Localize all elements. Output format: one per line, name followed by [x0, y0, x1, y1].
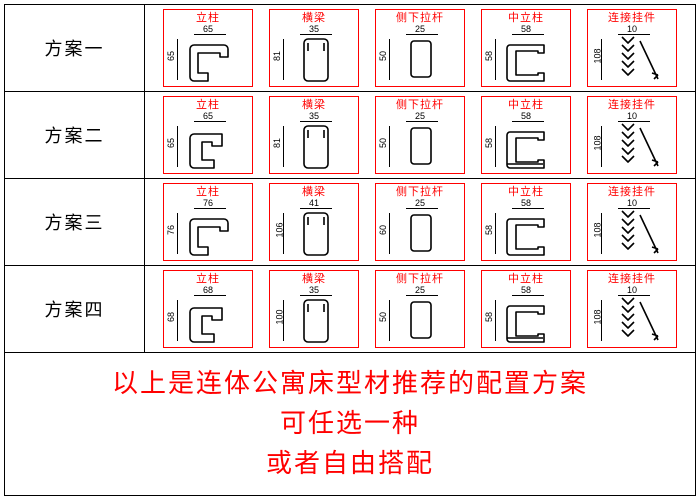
profile-body: 5858 — [482, 286, 570, 347]
profile-body: 6868 — [164, 286, 252, 347]
profile-body: 10108 — [588, 286, 676, 347]
profile-cell: 立柱6868 — [163, 270, 253, 348]
profile-icon — [482, 27, 572, 89]
profile-icon — [376, 27, 466, 89]
plan-label: 方案三 — [5, 179, 145, 265]
footer-line-3: 或者自由搭配 — [266, 447, 434, 481]
plan-label: 方案四 — [5, 266, 145, 352]
profile-icon — [164, 27, 254, 89]
profile-body: 2550 — [376, 286, 464, 347]
profile-cell: 中立柱5858 — [481, 270, 571, 348]
profile-body: 2550 — [376, 112, 464, 173]
profile-body: 6565 — [164, 112, 252, 173]
profile-icon — [482, 114, 572, 176]
profile-cell: 中立柱5858 — [481, 96, 571, 174]
profile-body: 5858 — [482, 25, 570, 86]
profile-cell: 横梁3581 — [269, 9, 359, 87]
profile-cell: 侧下拉杆2550 — [375, 270, 465, 348]
plan-cells: 立柱7676横梁41106侧下拉杆2560中立柱5858连接挂件10108 — [145, 179, 695, 265]
plan-row: 方案二立柱6565横梁3581侧下拉杆2550中立柱5858连接挂件10108 — [5, 92, 695, 179]
profile-body: 10108 — [588, 199, 676, 260]
profile-cell: 中立柱5858 — [481, 183, 571, 261]
plan-row: 方案四立柱6868横梁35100侧下拉杆2550中立柱5858连接挂件10108 — [5, 266, 695, 353]
profile-cell: 连接挂件10108 — [587, 96, 677, 174]
profile-cell: 立柱6565 — [163, 9, 253, 87]
profile-icon — [270, 27, 360, 89]
profile-icon — [164, 288, 254, 350]
plan-cells: 立柱6565横梁3581侧下拉杆2550中立柱5858连接挂件10108 — [145, 5, 695, 91]
footer-line-1: 以上是连体公寓床型材推荐的配置方案 — [112, 367, 588, 401]
profile-cell: 立柱7676 — [163, 183, 253, 261]
plan-label: 方案二 — [5, 92, 145, 178]
profile-cell: 横梁41106 — [269, 183, 359, 261]
profile-icon — [376, 288, 466, 350]
profile-body: 3581 — [270, 112, 358, 173]
profile-body: 10108 — [588, 112, 676, 173]
profile-icon — [164, 114, 254, 176]
profile-cell: 连接挂件10108 — [587, 183, 677, 261]
profile-icon — [588, 27, 678, 89]
profile-icon — [588, 114, 678, 176]
profile-cell: 横梁3581 — [269, 96, 359, 174]
profile-body: 6565 — [164, 25, 252, 86]
profile-body: 3581 — [270, 25, 358, 86]
profile-cell: 侧下拉杆2550 — [375, 96, 465, 174]
plan-cells: 立柱6565横梁3581侧下拉杆2550中立柱5858连接挂件10108 — [145, 92, 695, 178]
profile-cell: 立柱6565 — [163, 96, 253, 174]
spec-table: 方案一立柱6565横梁3581侧下拉杆2550中立柱5858连接挂件10108方… — [4, 4, 696, 496]
profile-cell: 侧下拉杆2550 — [375, 9, 465, 87]
profile-cell: 连接挂件10108 — [587, 9, 677, 87]
profile-icon — [482, 288, 572, 350]
profile-icon — [270, 288, 360, 350]
profile-icon — [588, 288, 678, 350]
profile-icon — [270, 201, 360, 263]
profile-icon — [376, 114, 466, 176]
profile-icon — [270, 114, 360, 176]
profile-body: 41106 — [270, 199, 358, 260]
profile-body: 5858 — [482, 112, 570, 173]
profile-body: 2560 — [376, 199, 464, 260]
profile-icon — [164, 201, 254, 263]
profile-body: 5858 — [482, 199, 570, 260]
profile-icon — [376, 201, 466, 263]
profile-icon — [588, 201, 678, 263]
profile-icon — [482, 201, 572, 263]
profile-cell: 侧下拉杆2560 — [375, 183, 465, 261]
profile-body: 7676 — [164, 199, 252, 260]
profile-body: 35100 — [270, 286, 358, 347]
plan-cells: 立柱6868横梁35100侧下拉杆2550中立柱5858连接挂件10108 — [145, 266, 695, 352]
footer-line-2: 可任选一种 — [280, 407, 420, 441]
footer-note: 以上是连体公寓床型材推荐的配置方案 可任选一种 或者自由搭配 — [5, 353, 695, 495]
plan-row: 方案一立柱6565横梁3581侧下拉杆2550中立柱5858连接挂件10108 — [5, 5, 695, 92]
profile-cell: 连接挂件10108 — [587, 270, 677, 348]
profile-body: 2550 — [376, 25, 464, 86]
profile-cell: 横梁35100 — [269, 270, 359, 348]
profile-cell: 中立柱5858 — [481, 9, 571, 87]
plan-label: 方案一 — [5, 5, 145, 91]
profile-body: 10108 — [588, 25, 676, 86]
plan-row: 方案三立柱7676横梁41106侧下拉杆2560中立柱5858连接挂件10108 — [5, 179, 695, 266]
